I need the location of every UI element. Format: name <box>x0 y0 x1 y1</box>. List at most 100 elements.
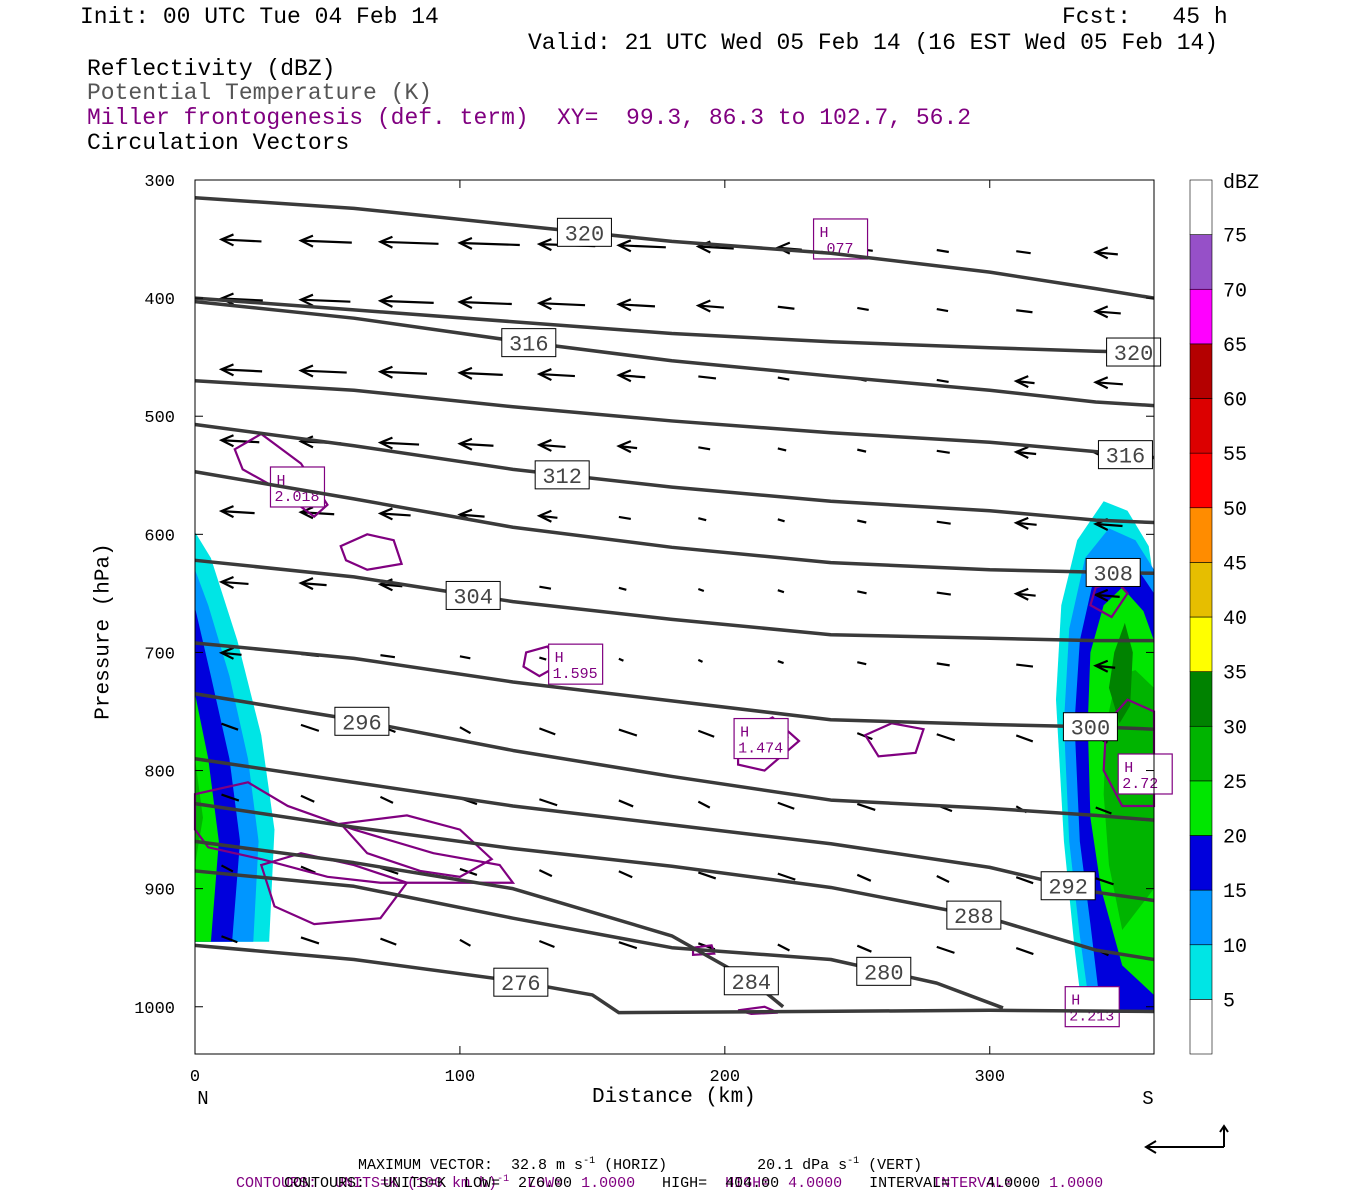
vector-shaft <box>777 518 785 523</box>
vector-arrow <box>218 363 263 377</box>
colorbar-segment <box>1189 343 1213 399</box>
vector-shaft <box>459 726 472 735</box>
vector-shaft <box>618 244 666 249</box>
vector-arrow <box>457 437 494 451</box>
miller-label-box <box>733 717 789 760</box>
theta-label-text: 284 <box>732 971 772 996</box>
theta-label-box <box>493 967 549 997</box>
vector-arrow <box>1016 309 1033 314</box>
vector-shaft <box>1095 310 1121 315</box>
vector-shaft <box>697 587 705 593</box>
miller-contour <box>339 533 404 571</box>
vector-arrow <box>777 447 787 452</box>
vector-shaft <box>936 945 955 954</box>
vector-arrow <box>1015 876 1034 885</box>
vector-arrow <box>221 722 239 731</box>
vector-shaft <box>697 800 711 809</box>
vector-arrow <box>221 935 238 944</box>
vector-arrow <box>1013 516 1037 530</box>
theta-contour-label: 292 <box>1040 871 1096 901</box>
vector-arrow <box>618 941 638 950</box>
vector-head <box>1013 375 1029 389</box>
vector-shaft <box>777 660 784 665</box>
vector-arrow <box>697 800 711 809</box>
vector-shaft <box>300 239 352 244</box>
vector-shaft <box>539 443 566 449</box>
vector-shaft <box>539 302 586 307</box>
theta-label-box <box>1097 440 1153 470</box>
theta-contour-line <box>194 470 1155 576</box>
vector-arrow <box>298 234 352 248</box>
vector-head <box>1093 588 1109 602</box>
vector-head <box>616 440 632 454</box>
vector-shaft <box>380 937 397 946</box>
vector-shaft <box>459 655 471 660</box>
vector-shaft <box>857 590 867 595</box>
vector-head <box>536 297 552 311</box>
legend-reflectivity: Reflectivity (dBZ) <box>87 56 336 82</box>
y-tick-label: 900 <box>144 882 175 901</box>
vector-head <box>218 363 234 377</box>
vector-shaft <box>300 298 351 303</box>
vector-shaft <box>539 727 556 736</box>
vector-arrow <box>218 646 242 660</box>
theta-label-box <box>1062 712 1118 742</box>
vector-shaft <box>539 798 558 807</box>
vector-arrow <box>300 723 320 732</box>
x-tick-label: 200 <box>710 1068 741 1087</box>
vector-shaft <box>1016 250 1031 255</box>
theta-contour-label: 288 <box>946 900 1002 930</box>
legend-miller: Miller frontogenesis (def. term) <box>87 105 529 131</box>
theta-contour-line <box>194 422 1155 525</box>
vector-arrow <box>457 236 520 250</box>
vector-arrow <box>777 589 785 594</box>
miller-label-letter: H <box>740 725 749 742</box>
vector-shaft <box>379 795 394 804</box>
vector-arrow <box>1093 305 1121 319</box>
vector-arrow <box>380 654 396 659</box>
y-tick-label: 400 <box>144 291 175 310</box>
theta-contour-label: 308 <box>1085 557 1141 587</box>
vector-arrow <box>536 509 558 523</box>
vector-arrow <box>1015 946 1034 956</box>
vector-arrow <box>1095 877 1114 886</box>
vector-arrow <box>777 943 790 952</box>
miller-contour <box>691 944 716 956</box>
vector-head <box>616 369 632 383</box>
vector-arrow <box>936 875 950 883</box>
vector-shaft <box>856 802 876 811</box>
vector-shaft <box>459 241 520 247</box>
vector-shaft <box>857 519 867 524</box>
vector-arrow <box>459 655 471 660</box>
vector-shaft <box>856 944 872 953</box>
vector-shaft <box>697 729 715 738</box>
vector-arrow <box>936 945 955 954</box>
vector-shaft <box>1095 877 1114 886</box>
vector-shaft <box>857 306 869 311</box>
miller-label-box <box>1064 986 1120 1028</box>
x-tick-label: 100 <box>445 1068 476 1087</box>
vector-shaft <box>380 441 420 446</box>
vector-arrow <box>1093 246 1118 260</box>
vector-arrow <box>377 294 434 308</box>
vector-shaft <box>538 869 553 878</box>
theta-label-box <box>856 956 912 986</box>
colorbar-segment <box>1189 671 1213 727</box>
vector-shaft <box>300 794 315 803</box>
vector-shaft <box>1016 521 1037 526</box>
theta-label-box <box>556 217 612 247</box>
vector-head <box>457 236 473 250</box>
vector-arrow <box>218 434 260 448</box>
vector-arrow <box>857 448 867 453</box>
vector-shaft <box>220 864 234 873</box>
vector-head <box>377 436 393 450</box>
vector-arrow <box>857 519 867 524</box>
colorbar-tick-label: 25 <box>1223 772 1247 795</box>
y-tick-label: 600 <box>144 527 175 546</box>
vector-arrow <box>777 376 790 381</box>
valid-time: Valid: 21 UTC Wed 05 Feb 14 (16 EST Wed … <box>528 30 1219 56</box>
theta-contour-label: 280 <box>856 956 912 986</box>
vector-shaft <box>539 372 575 378</box>
vector-arrow <box>618 657 624 662</box>
